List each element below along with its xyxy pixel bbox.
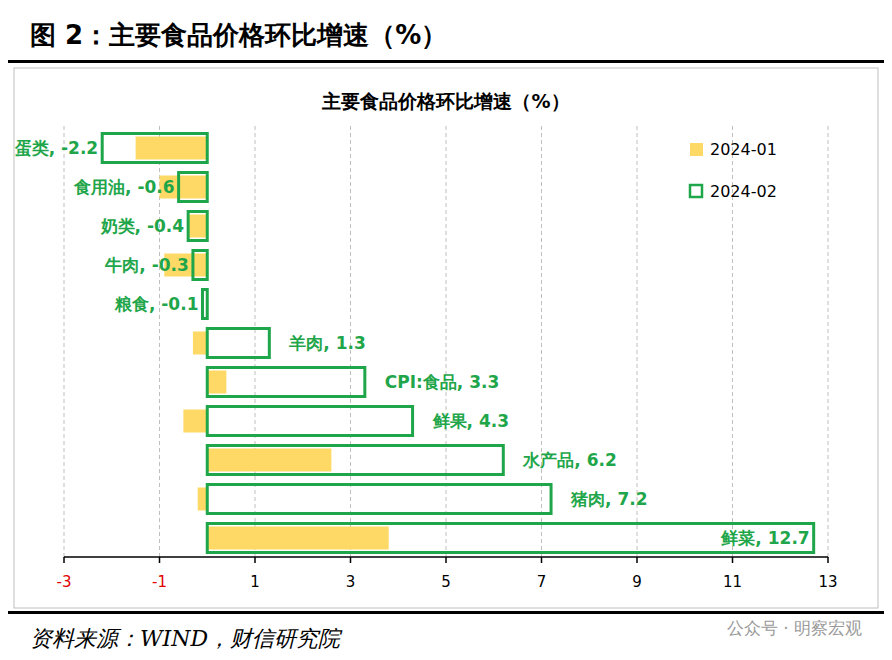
chart-title: 主要食品价格环比增速（%） [321,90,569,112]
grid-line [64,126,65,557]
x-tick-label: 9 [632,573,642,591]
bar [207,449,331,472]
x-tick-label: -3 [57,573,72,591]
bar-outline [207,446,503,475]
x-tick-label: 7 [537,573,547,591]
x-tick [445,557,447,563]
legend-swatch [690,143,703,156]
x-tick [254,557,256,563]
grid-line [541,126,542,557]
bar-outline [207,329,269,358]
legend-swatch [690,185,702,197]
data-label: 水产品, 6.2 [522,450,617,470]
legend-label: 2024-01 [710,140,777,159]
bar [183,410,207,433]
bar-outline [207,368,365,397]
x-tick [541,557,543,563]
top-rule [8,60,884,63]
grid-line [255,126,256,557]
data-label: 粮食, -0.1 [114,294,199,314]
x-tick-label: 13 [818,573,837,591]
x-tick [827,557,829,563]
bar [207,527,388,550]
x-tick-label: -1 [152,573,167,591]
data-label: 蛋类, -2.2 [14,138,99,158]
bar-outline [207,407,412,436]
bar [188,215,207,238]
x-tick-label: 3 [346,573,356,591]
bars [102,134,813,553]
bar-outline [207,524,813,553]
data-label: 鲜果, 4.3 [432,411,510,431]
bar-outline [179,173,208,202]
figure-title: 图 2：主要食品价格环比增速（%） [30,20,447,50]
x-tick-label: 5 [441,573,451,591]
bar-outline [207,485,551,514]
watermark: 公众号 · 明察宏观 [727,618,862,638]
chart-frame [14,68,878,608]
bar-outline [193,251,207,280]
data-label: 鲜菜, 12.7 [720,528,809,548]
x-tick-label: 1 [250,573,260,591]
data-label: 奶类, -0.4 [100,216,185,236]
data-label: CPI:食品, 3.3 [385,372,500,392]
x-tick [350,557,352,563]
source: 资料来源：WIND，财信研究院 [30,626,343,651]
bar-outline [102,134,207,163]
data-label: 牛肉, -0.3 [104,255,189,275]
legend-label: 2024-02 [710,182,777,201]
bar-outline [188,212,207,241]
bar [193,332,207,355]
bottom-rule [8,611,884,614]
grid-line [828,126,829,557]
bar [136,137,208,160]
data-label: 猪肉, 7.2 [570,489,648,509]
x-tick [159,557,161,563]
bar [207,371,226,394]
bar-outline [202,290,207,319]
x-tick [63,557,65,563]
data-label: 羊肉, 1.3 [288,333,366,353]
grid-line [446,126,447,557]
x-tick [636,557,638,563]
x-tick-label: 11 [723,573,742,591]
data-label: 食用油, -0.6 [73,177,175,197]
x-tick [732,557,734,563]
